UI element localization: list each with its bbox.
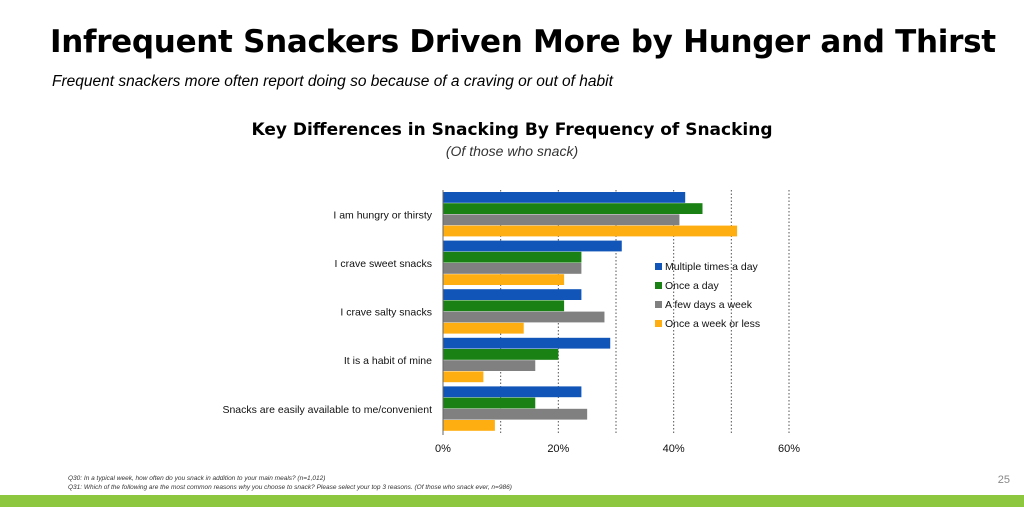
legend-swatch xyxy=(655,320,662,327)
bar xyxy=(443,274,565,285)
bar xyxy=(443,214,680,226)
bar xyxy=(443,289,582,300)
page-number: 25 xyxy=(997,474,1010,486)
bar xyxy=(443,203,703,214)
bar xyxy=(443,311,605,323)
bar xyxy=(443,349,559,360)
bar xyxy=(443,386,582,398)
bar xyxy=(443,420,495,431)
bar xyxy=(443,322,524,334)
x-tick-label: 20% xyxy=(547,443,569,455)
legend-label: Once a day xyxy=(665,280,719,292)
bar-chart: I am hungry or thirsty I crave sweet snac… xyxy=(222,190,800,455)
legend-swatch xyxy=(655,282,662,289)
legend-label: A few days a week xyxy=(665,299,753,311)
legend-swatch xyxy=(655,263,662,270)
footnote-q30: Q30: In a typical week, how often do you… xyxy=(68,475,326,482)
x-tick-label: 0% xyxy=(435,443,451,455)
x-tick-label: 40% xyxy=(663,443,685,455)
chart-subtitle: (Of those who snack) xyxy=(445,143,579,159)
bar xyxy=(443,240,622,252)
chart-title: Key Differences in Snacking By Frequency… xyxy=(251,120,773,140)
bar xyxy=(443,371,484,383)
slide-title: Infrequent Snackers Driven More by Hunge… xyxy=(50,24,996,60)
bar xyxy=(443,337,611,349)
bar xyxy=(443,251,582,263)
bar xyxy=(443,360,536,371)
bar xyxy=(443,397,536,409)
legend-swatch xyxy=(655,301,662,308)
legend-label: Once a week or less xyxy=(665,318,760,330)
bar xyxy=(443,263,582,274)
x-tick-label: 60% xyxy=(778,443,800,455)
bar xyxy=(443,225,738,237)
legend-label: Multiple times a day xyxy=(665,261,759,273)
category-label: I crave salty snacks xyxy=(340,307,432,319)
category-label: I crave sweet snacks xyxy=(335,258,432,270)
bottom-accent-bar xyxy=(0,495,1024,507)
category-label: Snacks are easily available to me/conven… xyxy=(222,404,432,416)
bar xyxy=(443,408,588,420)
slide-subtitle: Frequent snackers more often report doin… xyxy=(52,73,613,90)
category-label: I am hungry or thirsty xyxy=(333,209,432,221)
category-label: It is a habit of mine xyxy=(344,355,432,367)
bar xyxy=(443,300,565,312)
footnote-q31: Q31: Which of the following are the most… xyxy=(68,484,512,491)
footnotes: Q30: In a typical week, how often do you… xyxy=(68,474,512,492)
bar xyxy=(443,192,686,203)
